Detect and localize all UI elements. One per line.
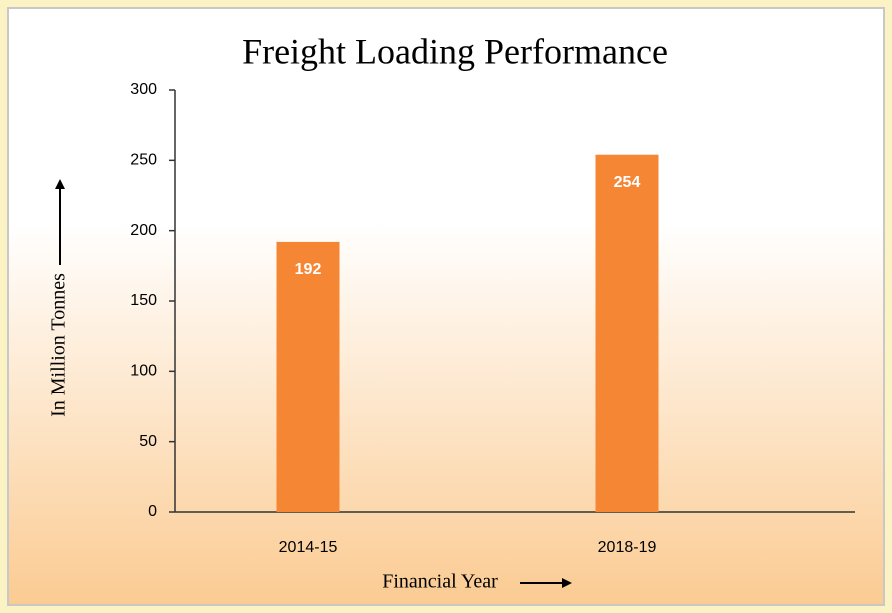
y-tick-label: 250 xyxy=(130,152,157,169)
chart-title: Freight Loading Performance xyxy=(242,31,668,71)
y-tick-label: 0 xyxy=(148,503,157,520)
y-axis-label: In Million Tonnes xyxy=(48,273,70,417)
x-tick-label: 2014-15 xyxy=(279,539,338,556)
y-arrow-head xyxy=(55,179,65,189)
bar xyxy=(276,241,340,513)
y-tick-label: 100 xyxy=(130,363,157,380)
y-tick-label: 150 xyxy=(130,292,157,309)
panel xyxy=(7,7,885,606)
data-label: 254 xyxy=(614,174,641,191)
x-axis-label: Financial Year xyxy=(382,571,498,593)
y-tick-label: 200 xyxy=(130,222,157,239)
bar xyxy=(595,154,659,512)
x-tick-label: 2018-19 xyxy=(598,539,657,556)
data-label: 192 xyxy=(295,261,322,278)
y-tick-label: 300 xyxy=(130,81,157,98)
x-arrow-head xyxy=(562,578,572,588)
y-tick-label: 50 xyxy=(139,433,157,450)
